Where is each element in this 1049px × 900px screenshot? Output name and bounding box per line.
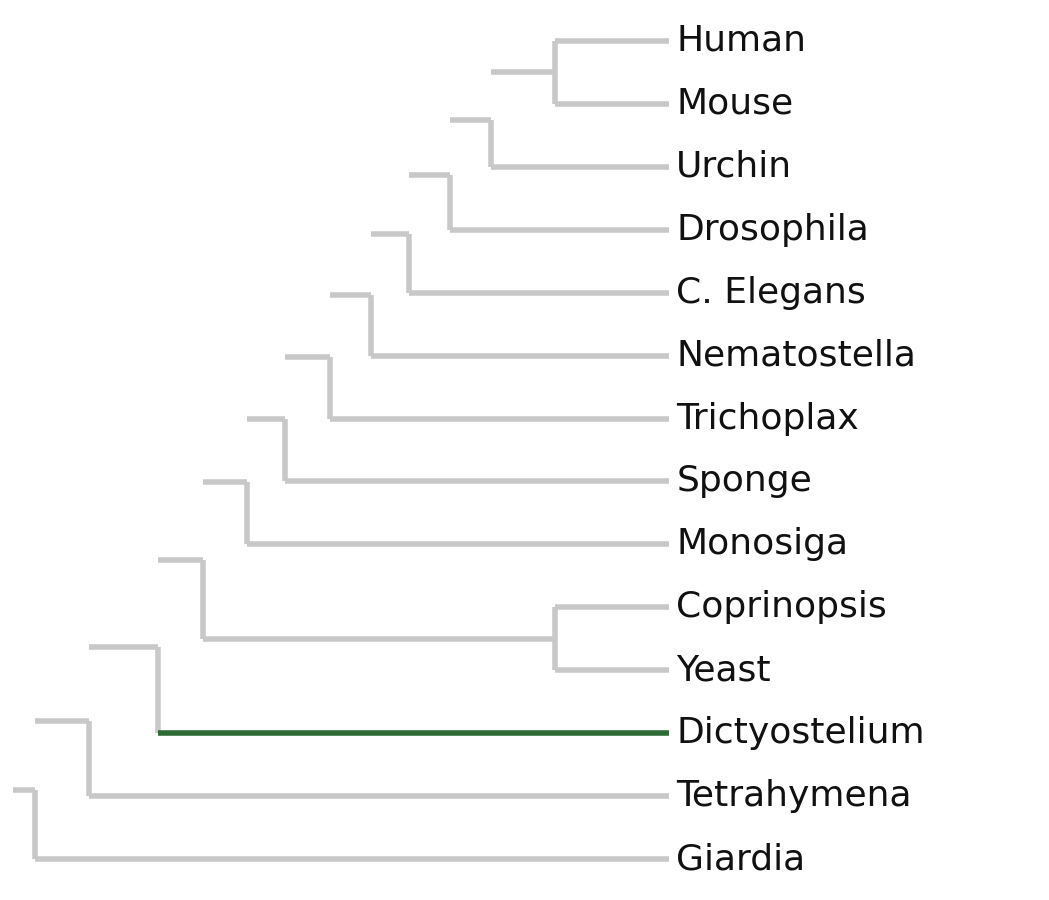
Text: Tetrahymena: Tetrahymena bbox=[677, 779, 912, 814]
Text: C. Elegans: C. Elegans bbox=[677, 275, 866, 310]
Text: Yeast: Yeast bbox=[677, 653, 771, 688]
Text: Coprinopsis: Coprinopsis bbox=[677, 590, 887, 625]
Text: Giardia: Giardia bbox=[677, 842, 806, 876]
Text: Urchin: Urchin bbox=[677, 149, 792, 184]
Text: Monosiga: Monosiga bbox=[677, 527, 849, 562]
Text: Nematostella: Nematostella bbox=[677, 338, 916, 373]
Text: Drosophila: Drosophila bbox=[677, 212, 869, 247]
Text: Dictyostelium: Dictyostelium bbox=[677, 716, 925, 751]
Text: Mouse: Mouse bbox=[677, 86, 793, 121]
Text: Sponge: Sponge bbox=[677, 464, 812, 499]
Text: Trichoplax: Trichoplax bbox=[677, 401, 859, 436]
Text: Human: Human bbox=[677, 24, 807, 58]
